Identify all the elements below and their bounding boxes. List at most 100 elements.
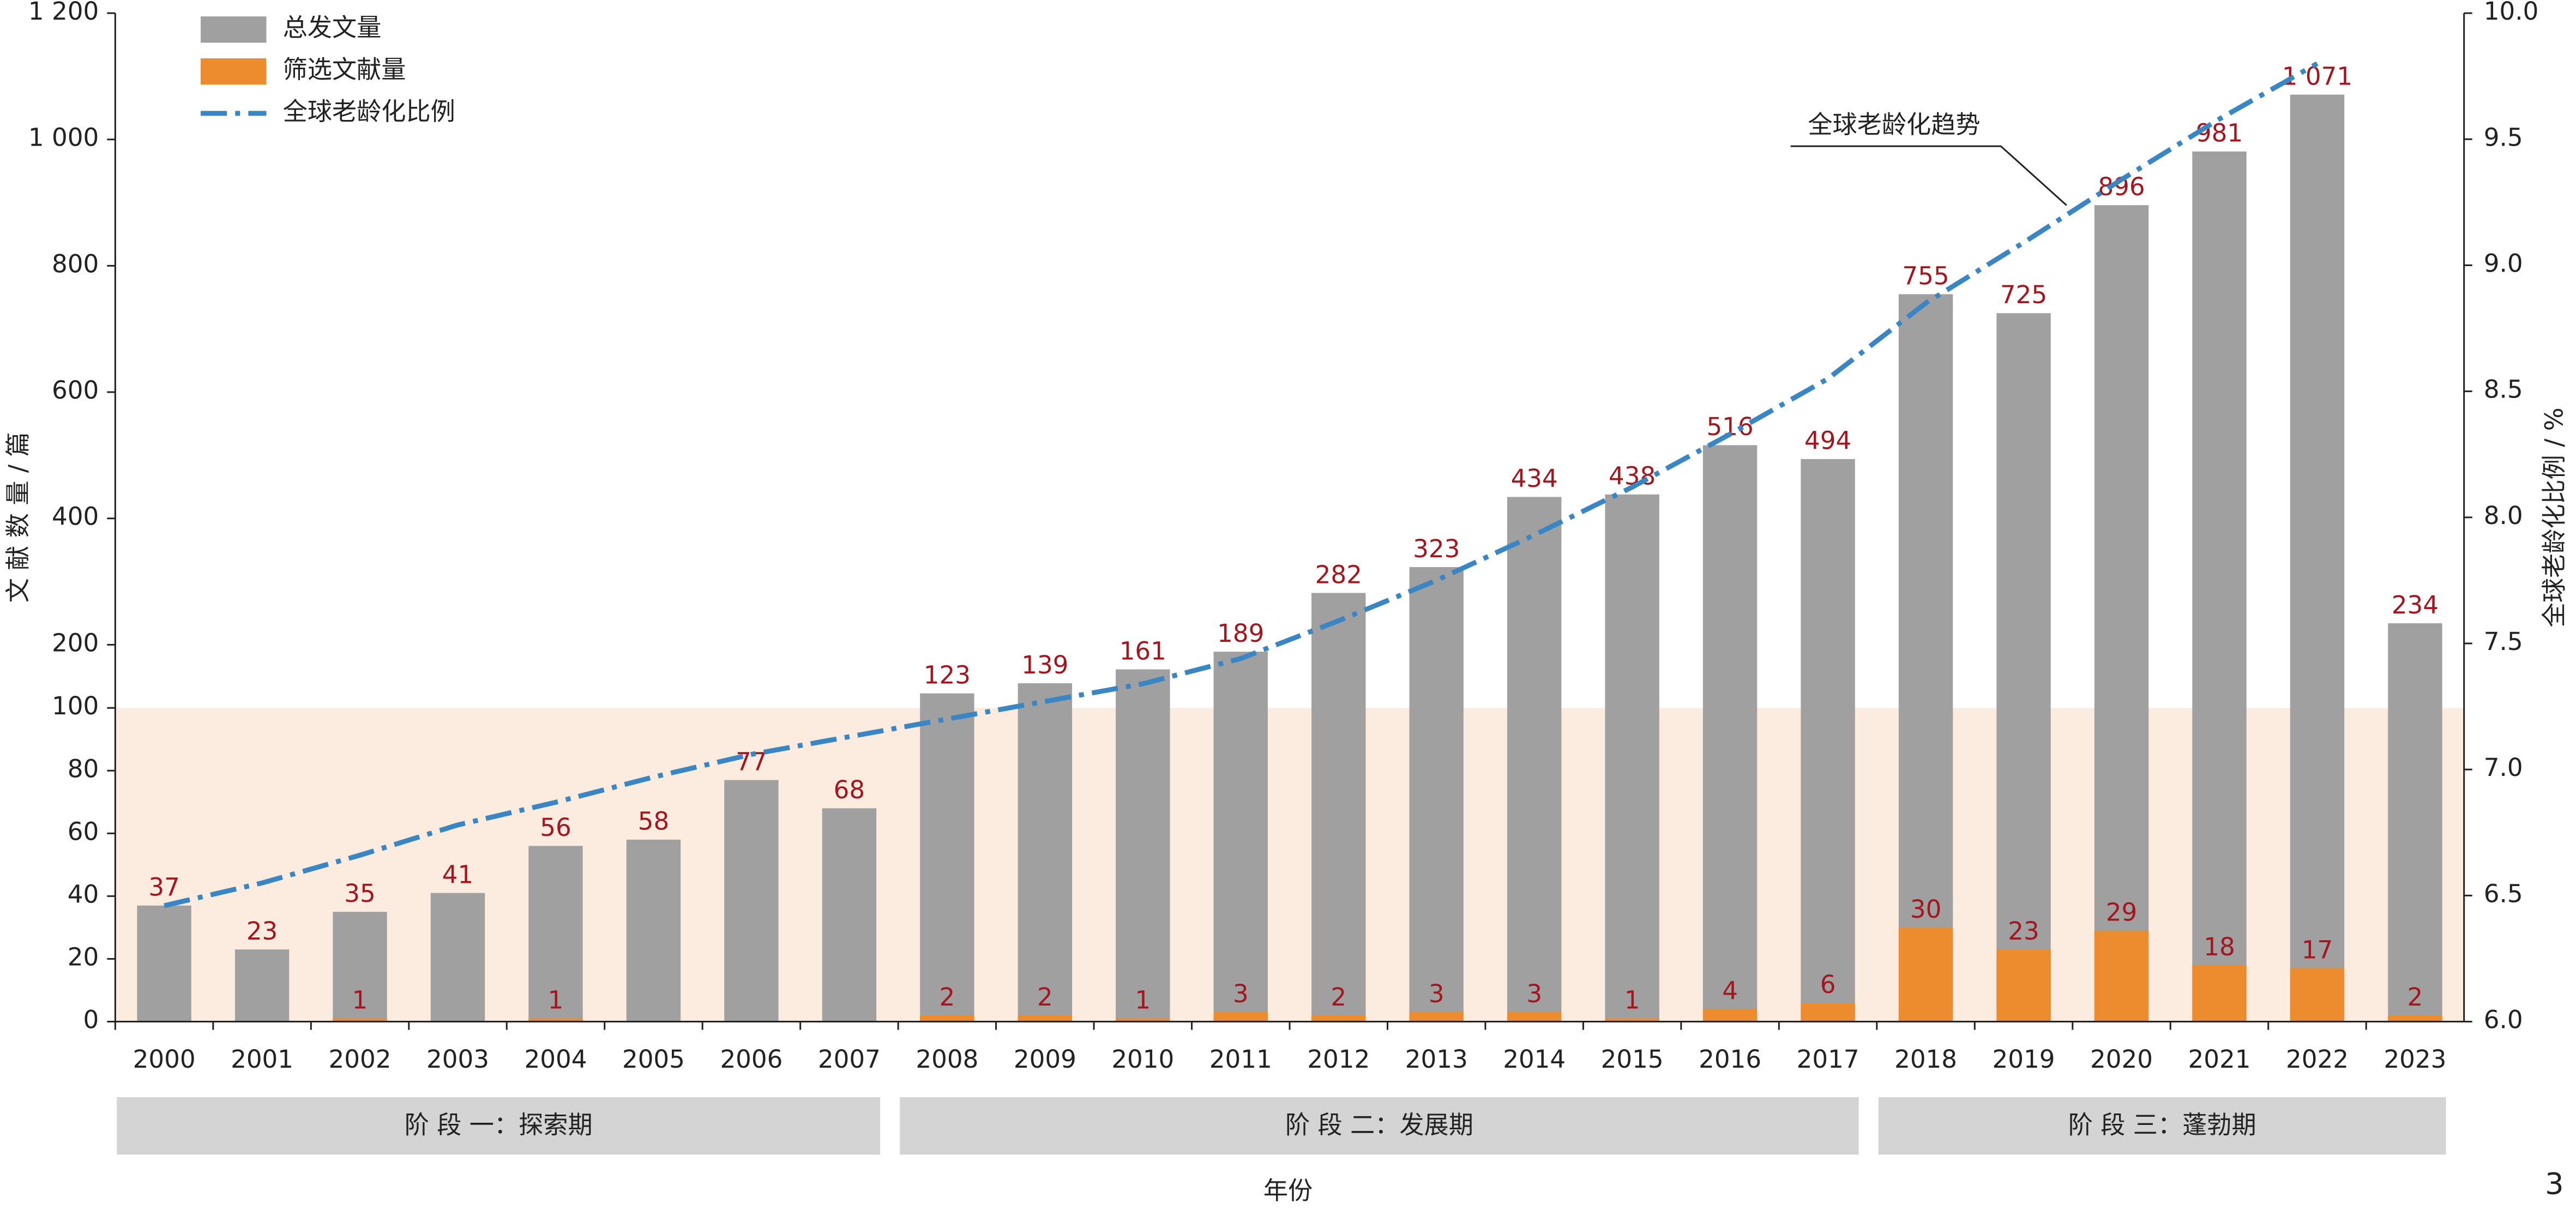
y-tick-label: 200 <box>52 628 99 657</box>
x-tick-label: 2013 <box>1405 1045 1468 1074</box>
phase-label: 阶 段 三：蓬勃期 <box>2068 1110 2256 1139</box>
bar <box>920 693 974 1022</box>
y-tick-label: 400 <box>52 502 99 531</box>
data-label: 56 <box>540 813 571 842</box>
legend-label: 筛选文献量 <box>283 55 406 84</box>
bar <box>1507 497 1562 1022</box>
x-tick-label: 2014 <box>1503 1045 1566 1074</box>
bar <box>626 839 681 1022</box>
data-label: 37 <box>148 873 179 902</box>
x-tick-label: 2004 <box>524 1045 587 1074</box>
data-label: 2 <box>939 983 955 1012</box>
x-tick-label: 2006 <box>720 1045 783 1074</box>
bar <box>2290 94 2345 1022</box>
x-tick-label: 2002 <box>329 1045 392 1074</box>
y2-tick-label: 7.0 <box>2484 753 2523 782</box>
data-label: 161 <box>1120 636 1166 665</box>
legend-label: 全球老龄化比例 <box>283 97 455 126</box>
data-label: 189 <box>1217 619 1264 648</box>
data-label: 981 <box>2196 119 2243 148</box>
bar <box>333 912 387 1022</box>
phase-band <box>117 1097 880 1155</box>
phase-label: 阶 段 一：探索期 <box>405 1110 593 1139</box>
data-label: 30 <box>1910 895 1941 924</box>
bar <box>2388 623 2442 1022</box>
y-tick-label: 20 <box>68 942 99 971</box>
data-label: 494 <box>1804 426 1851 455</box>
bar <box>1702 1009 1758 1022</box>
bar <box>1213 1012 1268 1022</box>
bar <box>528 1018 583 1022</box>
y-tick-label: 0 <box>83 1006 99 1034</box>
x-tick-label: 2007 <box>818 1045 881 1074</box>
data-label: 434 <box>1511 464 1558 493</box>
y2-tick-label: 8.0 <box>2484 501 2523 530</box>
y-tick-label: 600 <box>52 376 99 405</box>
data-label: 6 <box>1820 970 1836 999</box>
bar <box>724 780 779 1022</box>
bar <box>1507 1012 1562 1022</box>
y-tick-label: 100 <box>52 691 99 720</box>
legend-swatch <box>200 58 267 85</box>
y2-tick-label: 6.5 <box>2484 879 2523 908</box>
bar <box>1996 313 2051 1022</box>
data-label: 2 <box>1331 983 1346 1012</box>
bar <box>2388 1015 2442 1022</box>
y2-tick-label: 9.0 <box>2484 249 2523 278</box>
page-number: 3 <box>2545 1166 2564 1201</box>
data-label: 323 <box>1413 534 1460 563</box>
y2-tick-label: 9.5 <box>2484 123 2523 152</box>
data-label: 3 <box>1233 979 1249 1008</box>
bar <box>2192 965 2247 1022</box>
bar <box>1409 567 1464 1022</box>
x-tick-label: 2020 <box>2090 1045 2153 1074</box>
y-tick-label: 1 200 <box>28 0 99 26</box>
bar <box>2094 930 2149 1022</box>
x-tick-label: 2010 <box>1111 1045 1174 1074</box>
y2-tick-label: 10.0 <box>2484 0 2539 26</box>
y2-axis-label: 全球老龄化比例 / % <box>2539 407 2568 627</box>
annotation-leader <box>1790 145 2067 206</box>
data-label: 17 <box>2302 936 2333 965</box>
legend-label: 总发文量 <box>283 13 382 42</box>
data-label: 1 <box>548 986 564 1015</box>
line-series <box>164 61 2319 908</box>
phase-band <box>1878 1097 2446 1155</box>
data-label: 35 <box>344 879 375 908</box>
data-label: 29 <box>2106 898 2137 927</box>
bar <box>2192 151 2247 1022</box>
bar <box>1409 1012 1464 1022</box>
data-label: 2 <box>2408 983 2423 1012</box>
data-label: 77 <box>736 747 767 776</box>
x-tick-label: 2021 <box>2188 1045 2250 1074</box>
x-tick-label: 2009 <box>1014 1045 1076 1074</box>
y2-tick-label: 7.5 <box>2484 627 2523 656</box>
bar <box>234 949 290 1022</box>
data-label: 1 <box>1624 986 1640 1015</box>
bar <box>1801 1003 1855 1022</box>
y-tick-label: 1 000 <box>28 123 99 152</box>
data-label: 3 <box>1526 979 1542 1008</box>
x-tick-label: 2015 <box>1601 1045 1664 1074</box>
bar <box>1116 669 1170 1022</box>
x-tick-label: 2017 <box>1797 1045 1859 1074</box>
bar <box>822 808 877 1022</box>
bar <box>1702 445 1758 1022</box>
data-label: 282 <box>1315 560 1362 589</box>
bar <box>137 905 191 1022</box>
data-label: 725 <box>2000 280 2047 309</box>
data-label: 3 <box>1429 979 1445 1008</box>
bar <box>1018 1015 1073 1022</box>
bar <box>528 846 583 1022</box>
legend-swatch <box>200 16 267 43</box>
bar <box>1605 494 1659 1022</box>
x-tick-label: 2023 <box>2384 1045 2446 1074</box>
annotation: 全球老龄化趋势 <box>1808 110 1980 139</box>
x-tick-label: 2001 <box>231 1045 293 1074</box>
bar <box>1898 927 1953 1022</box>
bar <box>1996 949 2051 1022</box>
y2-tick-label: 6.0 <box>2484 1006 2523 1034</box>
bar <box>1018 683 1073 1022</box>
y-tick-label: 40 <box>68 880 99 908</box>
data-label: 1 071 <box>2282 62 2352 91</box>
